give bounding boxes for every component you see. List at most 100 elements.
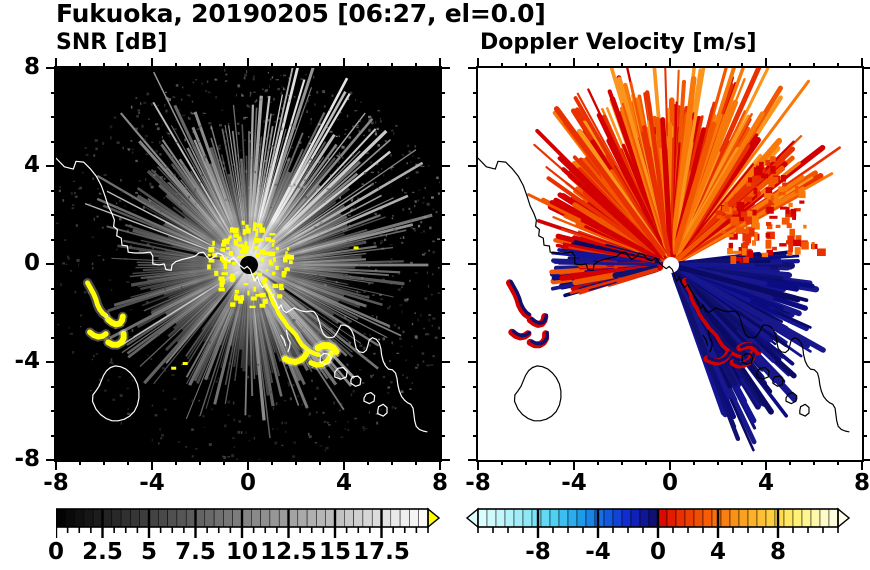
snr-colorbar[interactable] bbox=[56, 507, 440, 547]
doppler-ray-west bbox=[553, 260, 658, 267]
snr-speckle-pixel bbox=[136, 114, 139, 118]
snr-speckle-pixel bbox=[437, 238, 440, 240]
snr-core-saturated bbox=[230, 278, 235, 282]
xtick-label-doppler-1: -4 bbox=[561, 470, 587, 496]
snr-speckle-pixel bbox=[319, 119, 322, 121]
snr-speckle-pixel bbox=[273, 97, 275, 101]
snr-speckle-pixel bbox=[150, 358, 153, 360]
snr-speckle-pixel bbox=[309, 273, 312, 276]
snr-speckle-pixel bbox=[132, 148, 134, 150]
snr-speckle-pixel bbox=[364, 241, 366, 243]
doppler-ray-outbound bbox=[546, 176, 663, 260]
doppler-chain-inbound-3 bbox=[739, 342, 762, 353]
snr-core-saturated bbox=[242, 229, 246, 235]
snr-speckle-pixel bbox=[341, 145, 345, 149]
doppler-colorbar[interactable] bbox=[466, 507, 850, 547]
snr-core-saturated bbox=[286, 267, 289, 270]
coastline-bay bbox=[707, 330, 713, 353]
snr-core-saturated bbox=[221, 272, 228, 276]
doppler-patch-outbound bbox=[751, 222, 760, 230]
snr-speckle-pixel bbox=[404, 298, 408, 302]
ytick-label-snr-1: 4 bbox=[23, 152, 40, 178]
snr-speckle-pixel bbox=[350, 209, 353, 212]
snr-speckle-pixel bbox=[344, 133, 347, 135]
doppler-patch-outbound bbox=[748, 177, 753, 183]
snr-speckle-pixel bbox=[342, 228, 345, 232]
doppler-patch-outbound bbox=[770, 176, 779, 184]
snr-speckle-pixel bbox=[110, 136, 112, 140]
snr-speckle-pixel bbox=[203, 112, 207, 114]
snr-speckle-pixel bbox=[237, 430, 241, 434]
snr-speckle-pixel bbox=[390, 381, 393, 384]
snr-speckle-pixel bbox=[293, 95, 296, 98]
snr-core-saturated bbox=[269, 262, 274, 266]
doppler-plot-canvas bbox=[478, 68, 862, 460]
snr-speckle-pixel bbox=[314, 441, 318, 444]
snr-speckle-pixel bbox=[383, 174, 385, 177]
snr-speckle-pixel bbox=[428, 249, 430, 252]
doppler-colorbar-block bbox=[495, 508, 506, 528]
snr-speckle-pixel bbox=[431, 196, 434, 199]
snr-speckle-pixel bbox=[404, 191, 407, 194]
snr-speckle-pixel bbox=[151, 438, 153, 442]
snr-speckle-pixel bbox=[326, 376, 329, 378]
snr-speckle-pixel bbox=[131, 329, 134, 332]
snr-speckle-pixel bbox=[269, 78, 272, 81]
snr-speckle-pixel bbox=[363, 134, 366, 137]
snr-speckle-pixel bbox=[316, 386, 319, 390]
snr-core-saturated bbox=[271, 271, 276, 276]
snr-plot-canvas bbox=[56, 68, 440, 460]
snr-speckle-pixel bbox=[241, 93, 243, 97]
snr-speckle-pixel bbox=[225, 144, 227, 146]
snr-speckle-pixel bbox=[329, 327, 333, 331]
doppler-colorbar-block bbox=[594, 508, 605, 528]
snr-radar-plot[interactable] bbox=[56, 68, 440, 460]
doppler-patch-outbound bbox=[722, 206, 730, 212]
snr-speckle-pixel bbox=[395, 230, 398, 232]
snr-speckle-pixel bbox=[391, 341, 394, 345]
doppler-patch-outbound bbox=[740, 211, 748, 218]
snr-speckle-pixel bbox=[314, 319, 317, 321]
doppler-colorbar-block bbox=[774, 508, 785, 528]
coastline-islet-1 bbox=[756, 366, 770, 380]
snr-speckle-pixel bbox=[249, 94, 251, 97]
snr-speckle-pixel bbox=[414, 204, 416, 208]
snr-speckle-pixel bbox=[298, 330, 302, 333]
snr-speckle-pixel bbox=[177, 441, 181, 443]
snr-speckle-pixel bbox=[288, 77, 292, 79]
snr-speckle-pixel bbox=[288, 383, 290, 387]
snr-speckle-pixel bbox=[193, 143, 196, 147]
doppler-patch-outbound bbox=[730, 216, 740, 226]
snr-speckle-pixel bbox=[323, 201, 326, 203]
coastline-bay bbox=[285, 330, 291, 353]
snr-speckle-pixel bbox=[227, 400, 231, 404]
snr-speckle-pixel bbox=[428, 318, 430, 322]
snr-speckle-pixel bbox=[429, 226, 432, 230]
snr-speckle-pixel bbox=[221, 109, 224, 111]
snr-speckle-pixel bbox=[313, 75, 315, 79]
snr-speckle-pixel bbox=[410, 227, 414, 229]
snr-speckle-pixel bbox=[225, 140, 227, 142]
snr-speckle-pixel bbox=[336, 319, 339, 323]
snr-speckle-pixel bbox=[254, 171, 256, 174]
snr-core-saturated bbox=[233, 239, 237, 245]
doppler-colorbar-block bbox=[783, 508, 794, 528]
snr-speckle-pixel bbox=[249, 132, 253, 134]
snr-speckle-pixel bbox=[374, 131, 377, 133]
snr-speckle-pixel bbox=[350, 393, 353, 397]
doppler-patch-outbound bbox=[761, 173, 769, 179]
snr-core-saturated bbox=[273, 257, 276, 263]
snr-speckle-pixel bbox=[318, 233, 320, 236]
snr-speckle-pixel bbox=[250, 172, 254, 175]
snr-speckle-pixel bbox=[358, 129, 360, 133]
snr-speckle-pixel bbox=[269, 101, 272, 103]
snr-speckle-pixel bbox=[95, 147, 98, 151]
snr-speckle-pixel bbox=[314, 397, 317, 400]
snr-speckle-pixel bbox=[333, 354, 337, 357]
doppler-radar-plot[interactable] bbox=[478, 68, 862, 460]
doppler-patch-outbound bbox=[772, 194, 779, 204]
snr-speckle-pixel bbox=[67, 257, 70, 260]
snr-speckle-pixel bbox=[425, 333, 428, 336]
snr-colorbar-block bbox=[213, 508, 224, 528]
snr-speckle-pixel bbox=[193, 131, 196, 134]
